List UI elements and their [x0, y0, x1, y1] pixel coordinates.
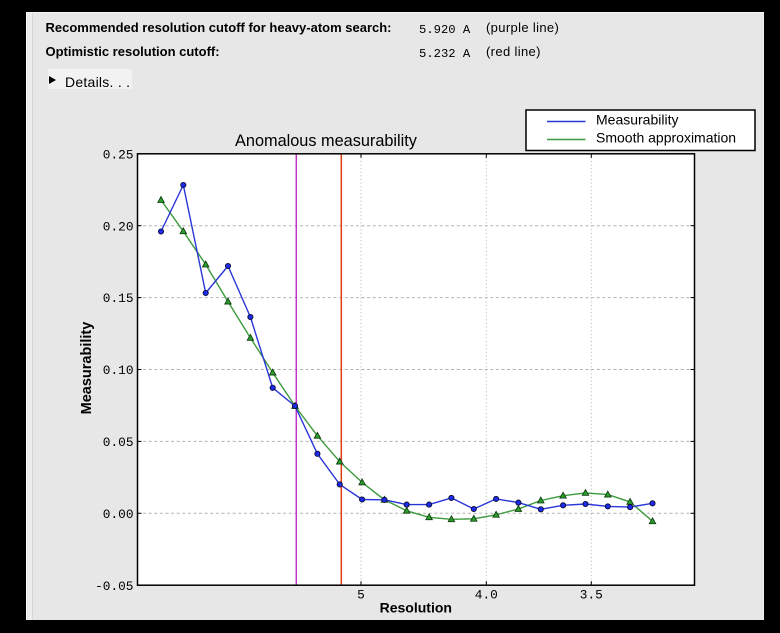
svg-text:0.25: 0.25 — [103, 147, 134, 162]
svg-text:-0.05: -0.05 — [95, 579, 133, 594]
svg-text:Measurability: Measurability — [79, 322, 95, 415]
svg-text:5: 5 — [357, 587, 365, 602]
svg-text:0.10: 0.10 — [103, 363, 134, 378]
svg-text:0.20: 0.20 — [103, 219, 134, 234]
svg-text:Measurability: Measurability — [596, 112, 678, 128]
svg-text:3.5: 3.5 — [580, 587, 603, 602]
svg-text:0.05: 0.05 — [103, 435, 134, 450]
svg-text:0.15: 0.15 — [103, 291, 134, 306]
svg-text:Anomalous measurability: Anomalous measurability — [235, 132, 418, 150]
svg-text:4.0: 4.0 — [475, 587, 498, 602]
svg-text:0.00: 0.00 — [103, 507, 134, 522]
svg-text:Smooth approximation: Smooth approximation — [596, 130, 736, 146]
svg-text:Resolution: Resolution — [380, 600, 452, 616]
